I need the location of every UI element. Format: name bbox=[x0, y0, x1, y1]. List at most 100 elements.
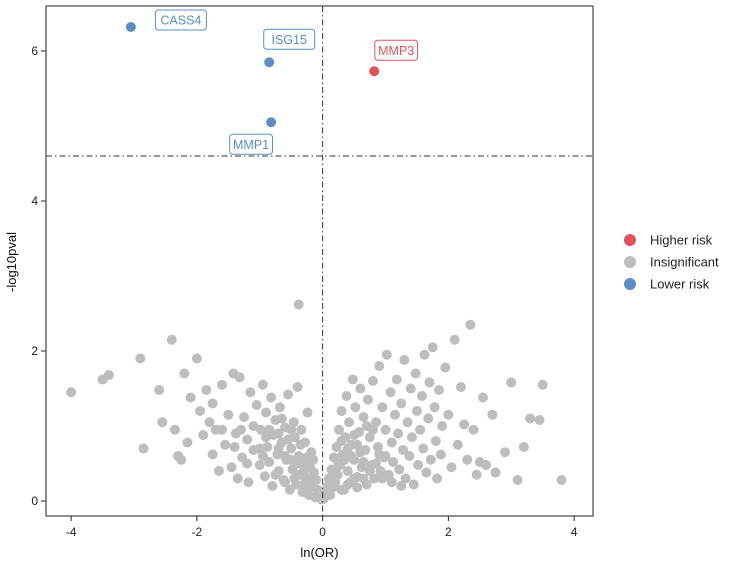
legend-label-insignificant: Insignificant bbox=[650, 255, 719, 270]
insignificant-point bbox=[195, 406, 206, 416]
insignificant-point bbox=[374, 361, 385, 371]
insignificant-point bbox=[327, 475, 338, 485]
insignificant-point bbox=[350, 402, 361, 413]
insignificant-point bbox=[435, 449, 446, 460]
gene-label-mmp1: MMP1 bbox=[233, 138, 269, 152]
gene-label-cass4: CASS4 bbox=[160, 14, 201, 28]
insignificant-point bbox=[423, 413, 434, 424]
insignificant-point bbox=[408, 479, 419, 490]
insignificant-point bbox=[243, 477, 254, 488]
insignificant-point bbox=[223, 409, 234, 420]
insignificant-point bbox=[440, 362, 451, 373]
insignificant-point bbox=[138, 443, 149, 454]
insignificant-point bbox=[198, 430, 209, 440]
insignificant-point bbox=[279, 477, 290, 488]
gene-label-box bbox=[229, 133, 273, 155]
insignificant-point bbox=[298, 466, 309, 476]
insignificant-point bbox=[385, 387, 396, 398]
insignificant-point bbox=[425, 454, 436, 465]
insignificant-point bbox=[358, 473, 369, 484]
insignificant-point bbox=[185, 392, 196, 403]
insignificant-point bbox=[443, 409, 454, 420]
point-mmp3 bbox=[369, 66, 380, 77]
insignificant-point bbox=[369, 473, 380, 484]
insignificant-point bbox=[283, 434, 294, 445]
insignificant-point bbox=[418, 443, 429, 454]
insignificant-point bbox=[362, 394, 373, 405]
insignificant-point bbox=[377, 402, 388, 413]
insignificant-point bbox=[487, 409, 498, 420]
insignificant-point bbox=[342, 443, 353, 454]
insignificant-point bbox=[430, 436, 441, 446]
insignificant-point bbox=[433, 385, 444, 395]
insignificant-point bbox=[217, 424, 228, 435]
insignificant-point bbox=[406, 432, 417, 443]
insignificant-point bbox=[437, 421, 448, 431]
insignificant-point bbox=[404, 451, 415, 461]
insignificant-point bbox=[352, 439, 363, 450]
insignificant-point bbox=[217, 379, 228, 390]
insignificant-point bbox=[345, 451, 356, 461]
insignificant-point bbox=[349, 473, 360, 484]
gene-label-isg15: ISG15 bbox=[271, 33, 306, 47]
insignificant-point bbox=[446, 462, 457, 473]
y-tick-label: 0 bbox=[31, 494, 38, 508]
insignificant-point bbox=[213, 466, 224, 476]
insignificant-point bbox=[386, 437, 397, 448]
insignificant-point bbox=[302, 407, 313, 418]
insignificant-point bbox=[427, 342, 438, 353]
insignificant-point bbox=[232, 473, 243, 484]
insignificant-point bbox=[191, 353, 202, 364]
insignificant-point bbox=[257, 379, 268, 390]
insignificant-point bbox=[207, 398, 218, 409]
insignificant-point bbox=[512, 475, 523, 485]
insignificant-point bbox=[264, 424, 275, 435]
y-tick-label: 6 bbox=[31, 44, 38, 58]
insignificant-point bbox=[220, 439, 231, 450]
insignificant-point bbox=[207, 449, 218, 460]
insignificant-point bbox=[391, 374, 402, 385]
insignificant-point bbox=[273, 428, 284, 439]
insignificant-point bbox=[358, 412, 369, 422]
gene-label-mmp3: MMP3 bbox=[378, 44, 414, 58]
point-cass4 bbox=[125, 22, 136, 32]
insignificant-point bbox=[235, 424, 246, 435]
insignificant-point bbox=[267, 481, 278, 491]
insignificant-point bbox=[305, 482, 316, 493]
insignificant-point bbox=[286, 443, 297, 454]
insignificant-point bbox=[462, 454, 473, 465]
insignificant-point bbox=[289, 473, 300, 484]
insignificant-point bbox=[367, 424, 378, 435]
insignificant-point bbox=[295, 439, 306, 450]
insignificant-point bbox=[381, 349, 392, 360]
insignificant-point bbox=[245, 387, 256, 398]
insignificant-point bbox=[305, 473, 316, 484]
insignificant-point bbox=[256, 424, 267, 435]
insignificant-point bbox=[386, 477, 397, 488]
insignificant-point bbox=[179, 368, 190, 379]
insignificant-point bbox=[239, 412, 250, 422]
insignificant-point bbox=[296, 424, 307, 435]
insignificant-point bbox=[481, 460, 492, 470]
insignificant-point bbox=[411, 406, 422, 416]
insignificant-point bbox=[333, 424, 344, 435]
insignificant-point bbox=[330, 466, 341, 476]
insignificant-point bbox=[402, 417, 413, 428]
insignificant-point bbox=[364, 432, 375, 443]
insignificant-point bbox=[261, 432, 272, 443]
insignificant-point bbox=[388, 457, 399, 467]
insignificant-point bbox=[341, 391, 352, 401]
insignificant-point bbox=[242, 458, 253, 469]
insignificant-point bbox=[273, 443, 284, 454]
insignificant-point bbox=[292, 382, 303, 392]
insignificant-point bbox=[169, 424, 180, 435]
insignificant-point bbox=[413, 460, 424, 470]
insignificant-point bbox=[293, 451, 304, 461]
insignificant-point bbox=[400, 473, 411, 484]
insignificant-point bbox=[393, 428, 404, 439]
insignificant-point bbox=[375, 466, 386, 476]
insignificant-point bbox=[429, 402, 440, 413]
plot-panel bbox=[45, 5, 594, 517]
point-isg15 bbox=[264, 57, 275, 68]
